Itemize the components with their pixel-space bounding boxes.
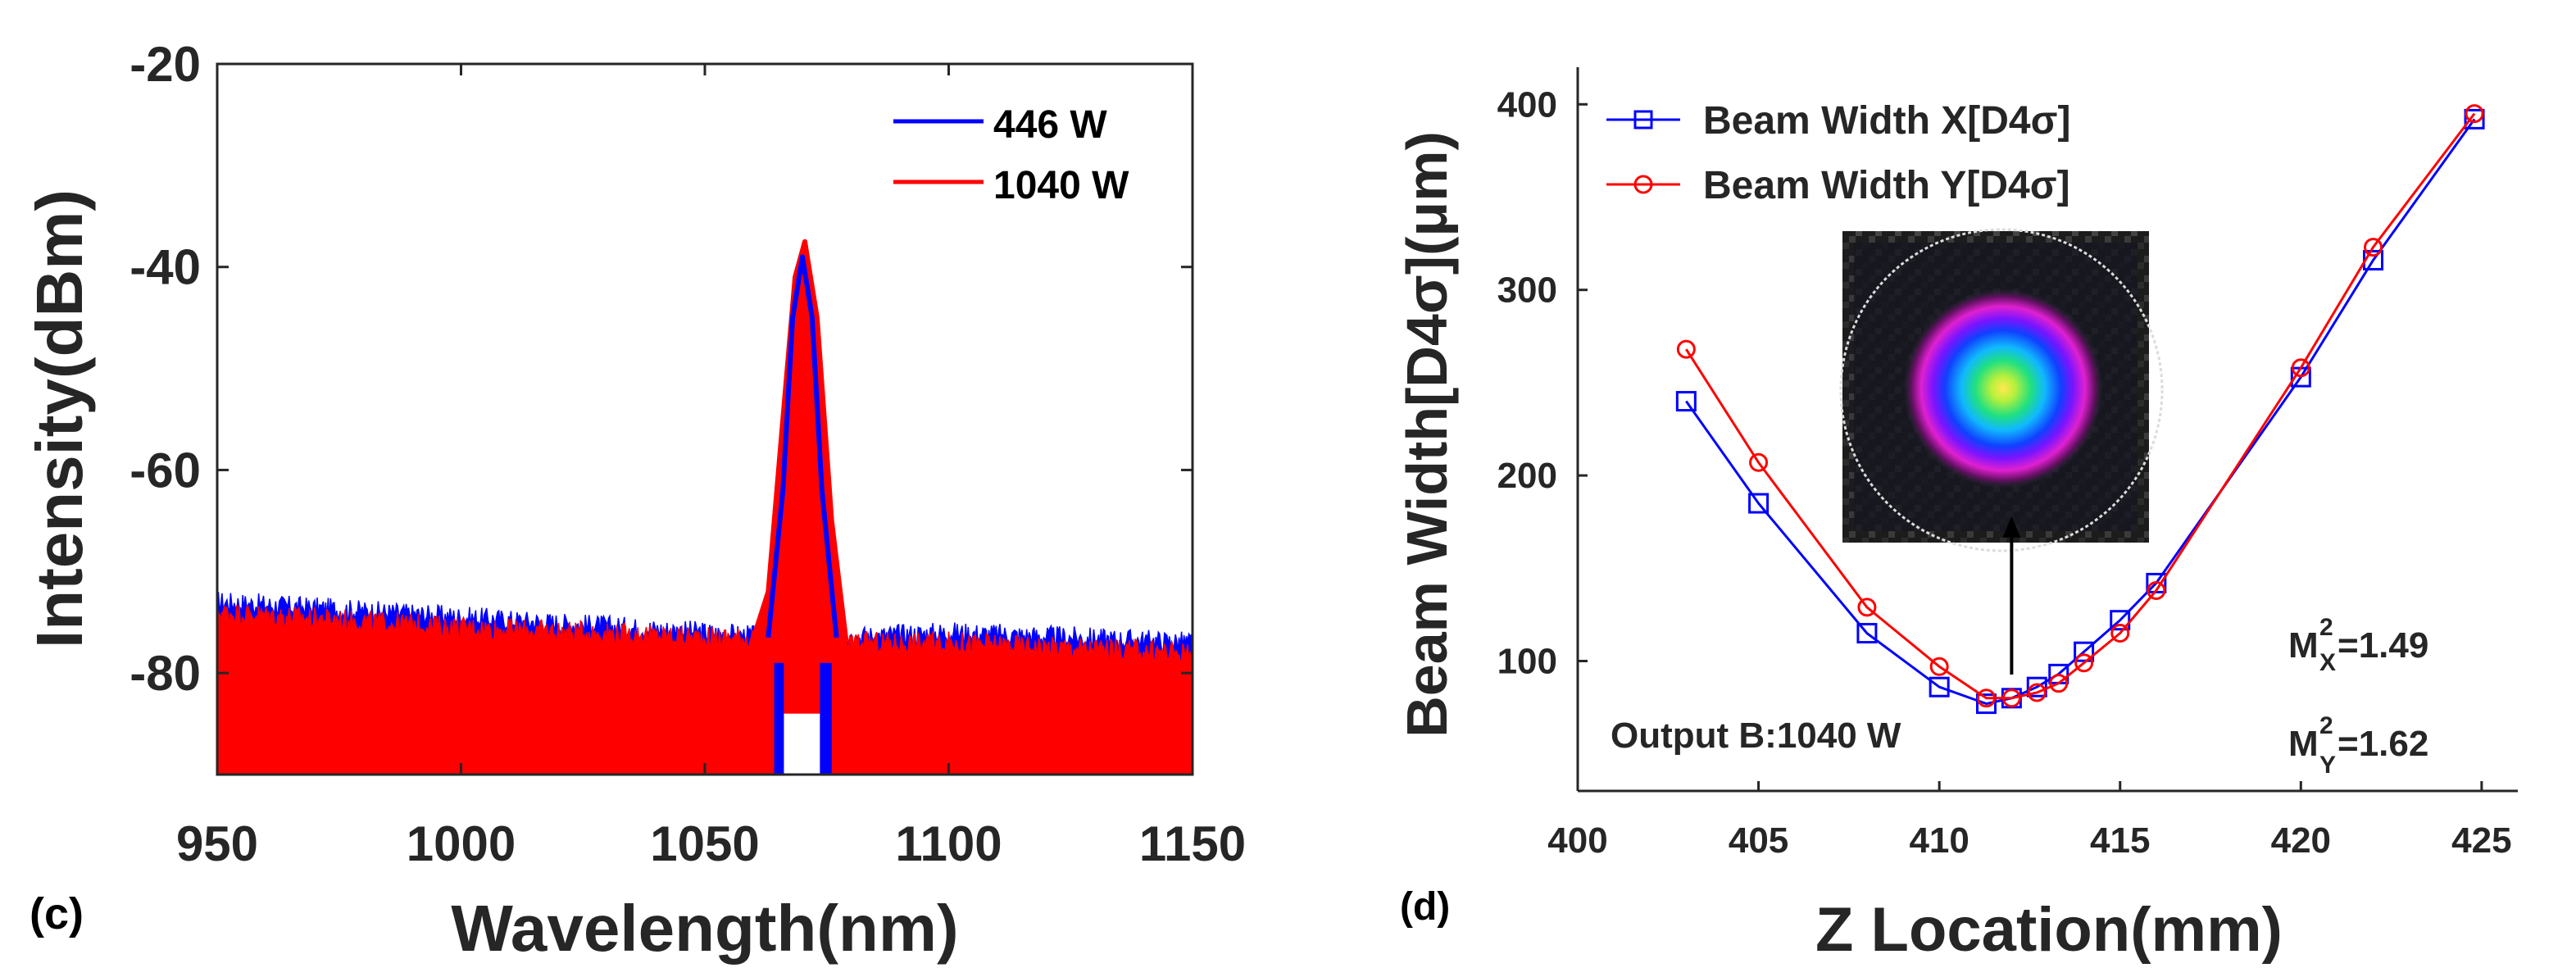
beam-width-x-tick-label: 410 [1909, 820, 1969, 861]
beam-width-line-y [1685, 112, 2476, 700]
spectrum-x-tick-label: 1150 [1139, 816, 1246, 871]
panel-label-c: (c) [30, 889, 84, 938]
beam-width-point-y [2074, 653, 2094, 673]
beam-width-y-tick-label: 300 [1497, 270, 1557, 311]
m2x-subscript: X [2319, 649, 2336, 676]
spectrum-notch-wall [774, 662, 784, 775]
legend-label-beam-y: Beam Width Y[D4σ] [1703, 164, 2070, 207]
beam-width-point-x [2110, 610, 2131, 631]
panel-label-d: (d) [1400, 885, 1450, 929]
beam-width-point-y [2465, 104, 2484, 124]
beam-width-point-y [2291, 358, 2310, 378]
spectrum-fill-1040w [216, 241, 1193, 775]
spectrum-y-tick-label: -40 [129, 240, 201, 295]
spectrum-notch [784, 713, 820, 775]
beam-width-axes [1576, 67, 2518, 793]
spectrum-notch-wall [820, 662, 832, 775]
beam-width-x-tick-label: 420 [2271, 820, 2331, 861]
beam-width-y-tick-labels: 100 200 300 400 [1497, 84, 1557, 681]
spectrum-x-tick-labels: 950 1000 1050 1100 1150 [176, 816, 1246, 871]
spectrum-chart: 950 1000 1050 1100 1150 -20 -40 -60 -80 … [23, 37, 1246, 965]
beam-width-point-x [2074, 641, 2095, 662]
legend-label-1040w: 1040 W [993, 164, 1129, 207]
beam-aperture-circle [1839, 228, 2164, 552]
legend-label-beam-x: Beam Width X[D4σ] [1703, 99, 2070, 143]
beam-width-point-y [2027, 683, 2047, 702]
beam-width-y-tick-label: 400 [1497, 84, 1557, 125]
beam-width-x-axis-title: Z Location(mm) [1815, 895, 2283, 965]
beam-width-point-y [2049, 674, 2069, 693]
beam-width-point-y [1676, 339, 1696, 359]
focus-arrow-head [2002, 516, 2021, 538]
beam-width-line-x [1685, 118, 2476, 706]
beam-width-point-y [1749, 452, 1769, 472]
spectrum-x-tick-label: 950 [176, 816, 258, 871]
beam-width-point-y [2364, 238, 2383, 257]
beam-width-point-y [2147, 580, 2166, 600]
legend-marker-beam-y [1633, 175, 1653, 194]
beam-width-chart: 400 405 410 415 420 425 100 200 300 400 … [1395, 67, 2518, 965]
spectrum-series-1040w [216, 241, 1193, 775]
beam-width-y-axis-title: Beam Width[D4σ](μm) [1395, 131, 1459, 738]
beam-width-legend: Beam Width X[D4σ] Beam Width Y[D4σ] [1606, 99, 2070, 207]
beam-width-point-y [2110, 624, 2130, 643]
beam-width-plot-area [1675, 104, 2485, 715]
beam-width-point-y [1857, 598, 1877, 617]
beam-width-y-tick-label: 200 [1497, 456, 1557, 496]
spectrum-x-axis-title: Wavelength(nm) [451, 892, 958, 965]
m2x-value: =1.49 [2337, 625, 2428, 666]
spectrum-y-tick-label: -80 [129, 646, 201, 701]
beam-spot [1903, 289, 2103, 489]
beam-width-point-x [2464, 108, 2485, 130]
beam-width-x-tick-label: 425 [2451, 820, 2511, 861]
beam-width-point-x [2026, 676, 2047, 698]
m2x-label: M [2288, 625, 2319, 666]
spectrum-x-tick-label: 1000 [407, 816, 516, 871]
spectrum-y-tick-label: -60 [129, 443, 201, 498]
output-annotation: Output B:1040 W [1611, 716, 1901, 756]
spectrum-peak-446w [766, 254, 839, 638]
beam-width-x-tick-label: 415 [2090, 820, 2150, 861]
m2x-superscript: 2 [2319, 614, 2333, 641]
spectrum-y-axis-title: Intensity(dBm) [23, 189, 96, 648]
legend-marker-beam-x [1633, 110, 1653, 130]
beam-width-point-x [1675, 391, 1697, 412]
beam-profile-inset [1839, 228, 2164, 552]
beam-width-x-tick-labels: 400 405 410 415 420 425 [1547, 820, 2511, 861]
beam-width-point-x [1929, 676, 1950, 698]
spectrum-y-tick-labels: -20 -40 -60 -80 [129, 37, 201, 701]
beam-width-point-x [1976, 693, 1997, 715]
beam-width-ticks [1576, 102, 2483, 791]
beam-width-x-tick-label: 405 [1729, 820, 1788, 861]
beam-width-point-y [1929, 657, 1949, 676]
beam-width-y-tick-label: 100 [1497, 642, 1557, 682]
beam-width-point-x [1748, 493, 1770, 514]
beam-width-x-tick-label: 400 [1547, 820, 1607, 861]
m2y-value: =1.62 [2337, 724, 2428, 764]
m2y-label: M [2288, 724, 2319, 764]
m2x-annotation: M 2 X =1.49 [2288, 614, 2428, 676]
beam-width-point-y [2001, 688, 2021, 708]
spectrum-y-tick-label: -20 [129, 37, 201, 92]
m2y-annotation: M 2 Y =1.62 [2288, 712, 2428, 779]
spectrum-plot-area [216, 239, 1193, 775]
spectrum-ticks [216, 62, 1194, 775]
m2y-subscript: Y [2319, 752, 2336, 779]
m2y-superscript: 2 [2319, 712, 2333, 739]
spectrum-x-tick-label: 1050 [650, 816, 759, 871]
spectrum-x-tick-label: 1100 [895, 816, 1002, 871]
beam-width-point-x [1856, 623, 1878, 644]
legend-label-446w: 446 W [993, 103, 1107, 147]
beam-width-point-y [1977, 688, 1997, 708]
beam-width-series-y [1676, 104, 2484, 708]
spectrum-legend: 446 W 1040 W [893, 103, 1129, 207]
beam-width-annotations: Output B:1040 W M 2 X =1.49 M 2 Y =1.62 [1611, 516, 2428, 779]
